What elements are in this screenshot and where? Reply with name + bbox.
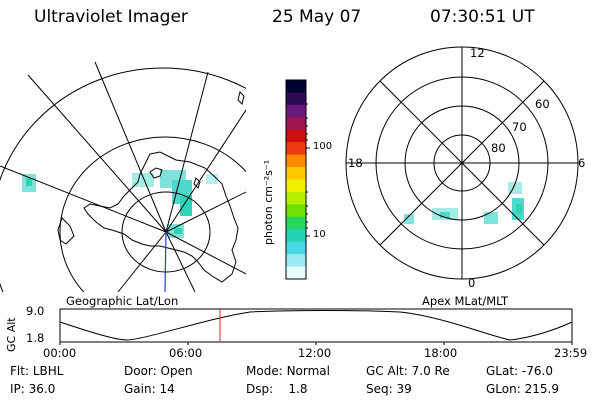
colorbar-band (286, 80, 306, 94)
colorbar-band (286, 179, 306, 193)
colorbar-band (286, 117, 306, 131)
mlt-label-12: 12 (470, 46, 485, 60)
x-tick-0000: 00:00 (43, 346, 77, 360)
colorbar-band (286, 142, 306, 156)
mlat-label-70: 70 (512, 120, 527, 134)
x-tick-0600: 06:00 (169, 346, 203, 360)
mlt-label-18: 18 (348, 156, 363, 170)
colorbar-band (286, 129, 306, 143)
colorbar-band (286, 241, 306, 255)
param-ip: IP: 36.0 (10, 382, 56, 396)
colorbar-band (286, 92, 306, 106)
left-map-caption: Geographic Lat/Lon (66, 294, 179, 308)
mlat-label-80: 80 (491, 141, 506, 155)
param-gain: Gain: 14 (124, 382, 175, 396)
time-label: 07:30:51 UT (430, 7, 535, 27)
aurora-emission-left (22, 170, 218, 238)
colorbar-band (286, 229, 306, 243)
right-map-caption: Apex MLat/MLT (422, 294, 509, 308)
colorbar-band (286, 191, 306, 205)
param-door: Door: Open (124, 364, 193, 378)
mlat-label-60: 60 (535, 97, 550, 111)
x-tick-1200: 12:00 (298, 346, 332, 360)
colorbar-band (286, 216, 306, 230)
mlt-label-0: 0 (468, 276, 476, 290)
colorbar-band (286, 254, 306, 268)
param-flt: Flt: LBHL (10, 364, 64, 378)
x-tick-2359: 23:59 (554, 346, 588, 360)
colorbar-band (286, 104, 306, 118)
colorbar-band (286, 154, 306, 168)
instrument-title: Ultraviolet Imager (34, 7, 188, 27)
colorbar-tick-10: 10 (313, 229, 326, 240)
alt-tick-1-8: 1.8 (26, 331, 45, 345)
colorbar-band (286, 204, 306, 218)
colorbar-tick-100: 100 (313, 141, 333, 152)
mlt-label-6: 6 (578, 156, 586, 170)
param-glat: GLat: -76.0 (486, 364, 553, 378)
alt-tick-9: 9.0 (26, 304, 45, 318)
colorbar-band (286, 266, 306, 280)
colorbar-band (286, 167, 306, 181)
param-gc-alt: GC Alt: 7.0 Re (366, 364, 450, 378)
param-dsp: Dsp: 1.8 (246, 382, 308, 396)
param-seq: Seq: 39 (366, 382, 412, 396)
x-tick-1800: 18:00 (424, 346, 458, 360)
alt-axis-label: GC Alt (5, 317, 18, 352)
param-glon: GLon: 215.9 (486, 382, 559, 396)
param-mode: Mode: Normal (246, 364, 330, 378)
date-label: 25 May 07 (272, 7, 362, 27)
